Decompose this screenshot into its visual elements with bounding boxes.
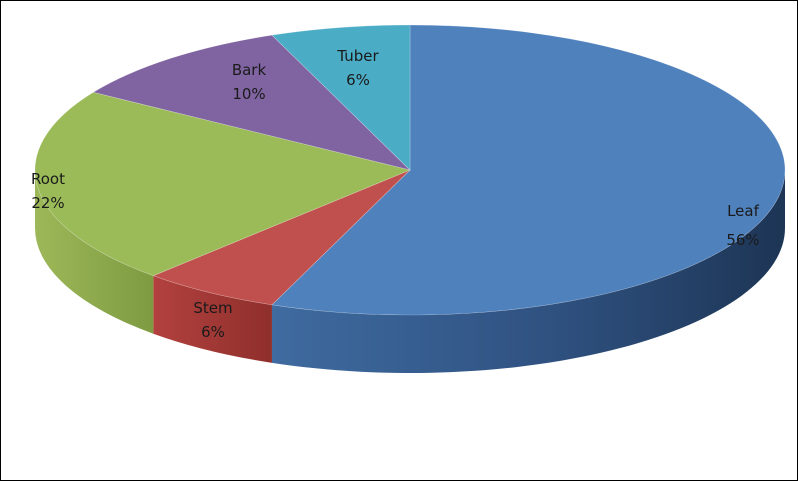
slice-label-bark: Bark	[232, 61, 267, 79]
slice-value-bark: 10%	[232, 85, 265, 103]
pie-slice-leaf	[271, 24, 786, 316]
slice-value-leaf: 56%	[726, 231, 759, 249]
slice-label-tuber: Tuber	[336, 47, 379, 65]
pie-slice-stem	[152, 169, 411, 306]
slice-value-tuber: 6%	[346, 71, 370, 89]
pie-slice-bark	[92, 34, 411, 171]
pie-slice-tuber	[271, 24, 411, 171]
pie-side-root	[35, 170, 154, 334]
pie-slice-root	[34, 91, 411, 277]
slice-label-root: Root	[31, 170, 65, 188]
pie-side-leaf	[271, 170, 785, 374]
slice-label-leaf: Leaf	[727, 202, 760, 220]
slice-label-stem: Stem	[193, 299, 232, 317]
slice-value-stem: 6%	[201, 323, 225, 341]
slice-value-root: 22%	[31, 194, 64, 212]
pie-side-stem	[153, 275, 272, 363]
